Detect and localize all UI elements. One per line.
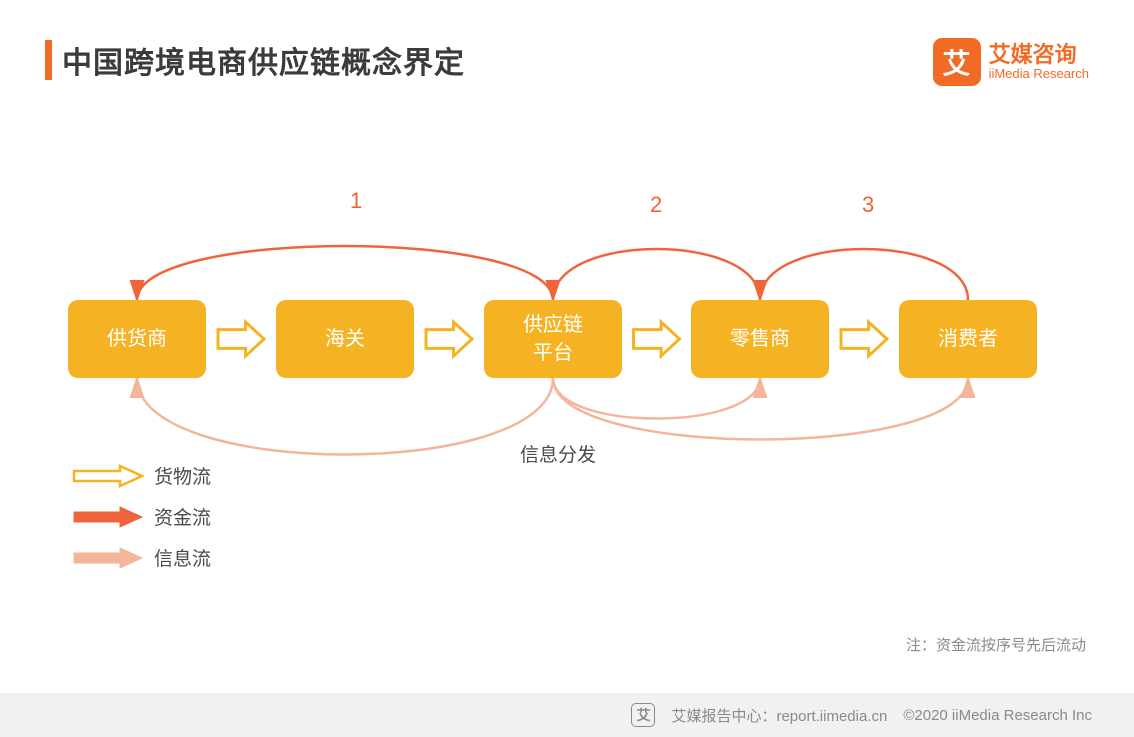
legend-info: 信息流 — [72, 544, 211, 571]
cash-flow-label-2: 2 — [650, 192, 662, 218]
info-flow-label: 信息分发 — [520, 440, 596, 467]
legend: 货物流资金流信息流 — [72, 462, 211, 585]
legend-label-goods: 货物流 — [154, 462, 211, 489]
footer: 艾 艾媒报告中心：report.iimedia.cn ©2020 iiMedia… — [0, 693, 1134, 737]
cash-flow-3 — [760, 249, 968, 300]
node-supplier: 供货商 — [68, 300, 206, 378]
cash-flow-1 — [137, 246, 553, 300]
legend-goods: 货物流 — [72, 462, 211, 489]
legend-cash: 资金流 — [72, 503, 211, 530]
node-customs: 海关 — [276, 300, 414, 378]
footer-logo-icon: 艾 — [631, 703, 655, 727]
cash-flow-2 — [553, 249, 760, 300]
info-flow-4 — [553, 378, 968, 440]
info-flow-0 — [137, 378, 553, 455]
footer-center-text: 艾媒报告中心：report.iimedia.cn — [671, 705, 887, 726]
node-consumer: 消费者 — [899, 300, 1037, 378]
goods-arrow-1 — [426, 322, 472, 356]
footnote: 注：资金流按序号先后流动 — [906, 634, 1086, 655]
legend-label-cash: 资金流 — [154, 503, 211, 530]
goods-arrow-0 — [218, 322, 264, 356]
legend-label-info: 信息流 — [154, 544, 211, 571]
cash-flow-label-3: 3 — [862, 192, 874, 218]
goods-arrow-2 — [634, 322, 680, 356]
goods-arrow-3 — [841, 322, 887, 356]
footer-right-text: ©2020 iiMedia Research Inc — [903, 707, 1092, 724]
node-platform: 供应链平台 — [484, 300, 622, 378]
cash-flow-label-1: 1 — [350, 188, 362, 214]
node-retailer: 零售商 — [691, 300, 829, 378]
